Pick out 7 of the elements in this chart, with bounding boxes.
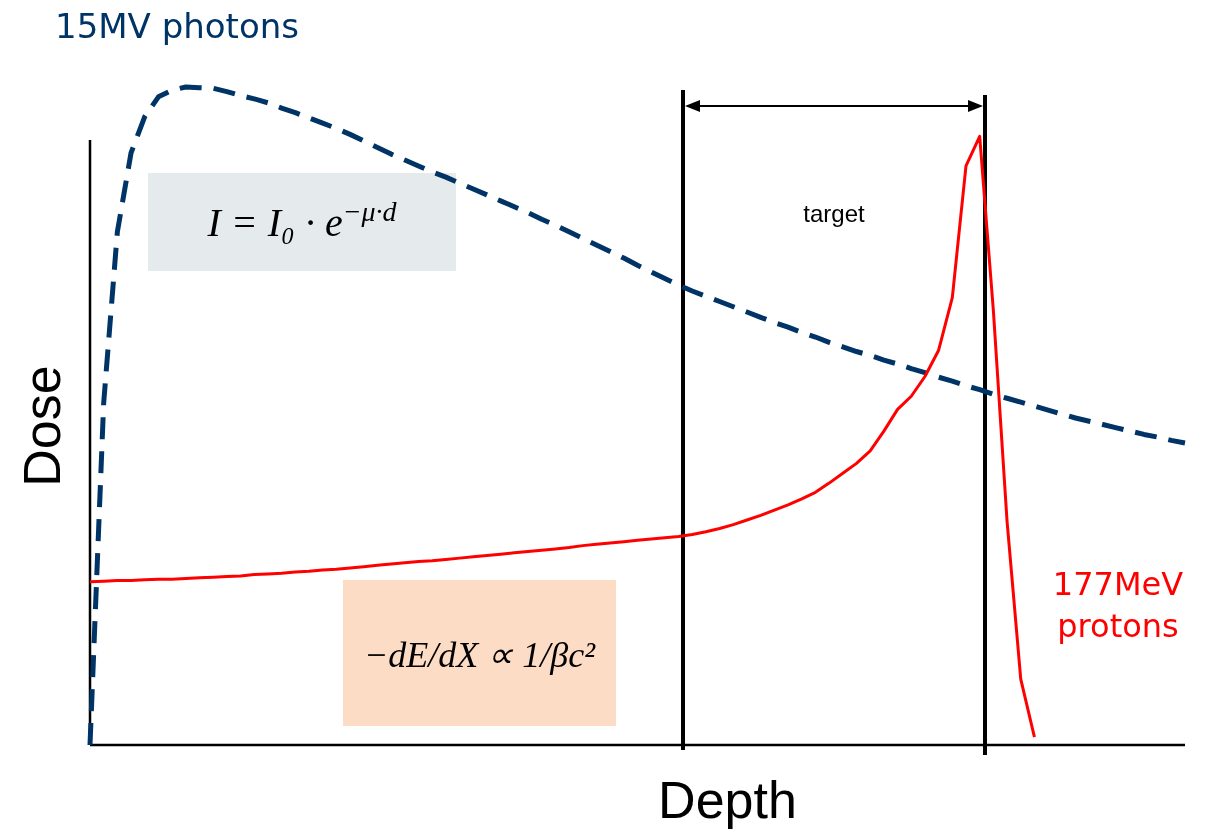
series-label: 15MV photons [55, 6, 299, 46]
series-label: 177MeV protons [1052, 565, 1184, 645]
x-axis-title: Depth [658, 771, 797, 829]
y-axis-title: Dose [13, 365, 71, 487]
annotation: −dE/dX ∝ 1/βc² [364, 635, 597, 675]
annotation: target [803, 200, 866, 227]
annotation: I = I₀ · e$^{−μ·d}$ [206, 195, 398, 245]
